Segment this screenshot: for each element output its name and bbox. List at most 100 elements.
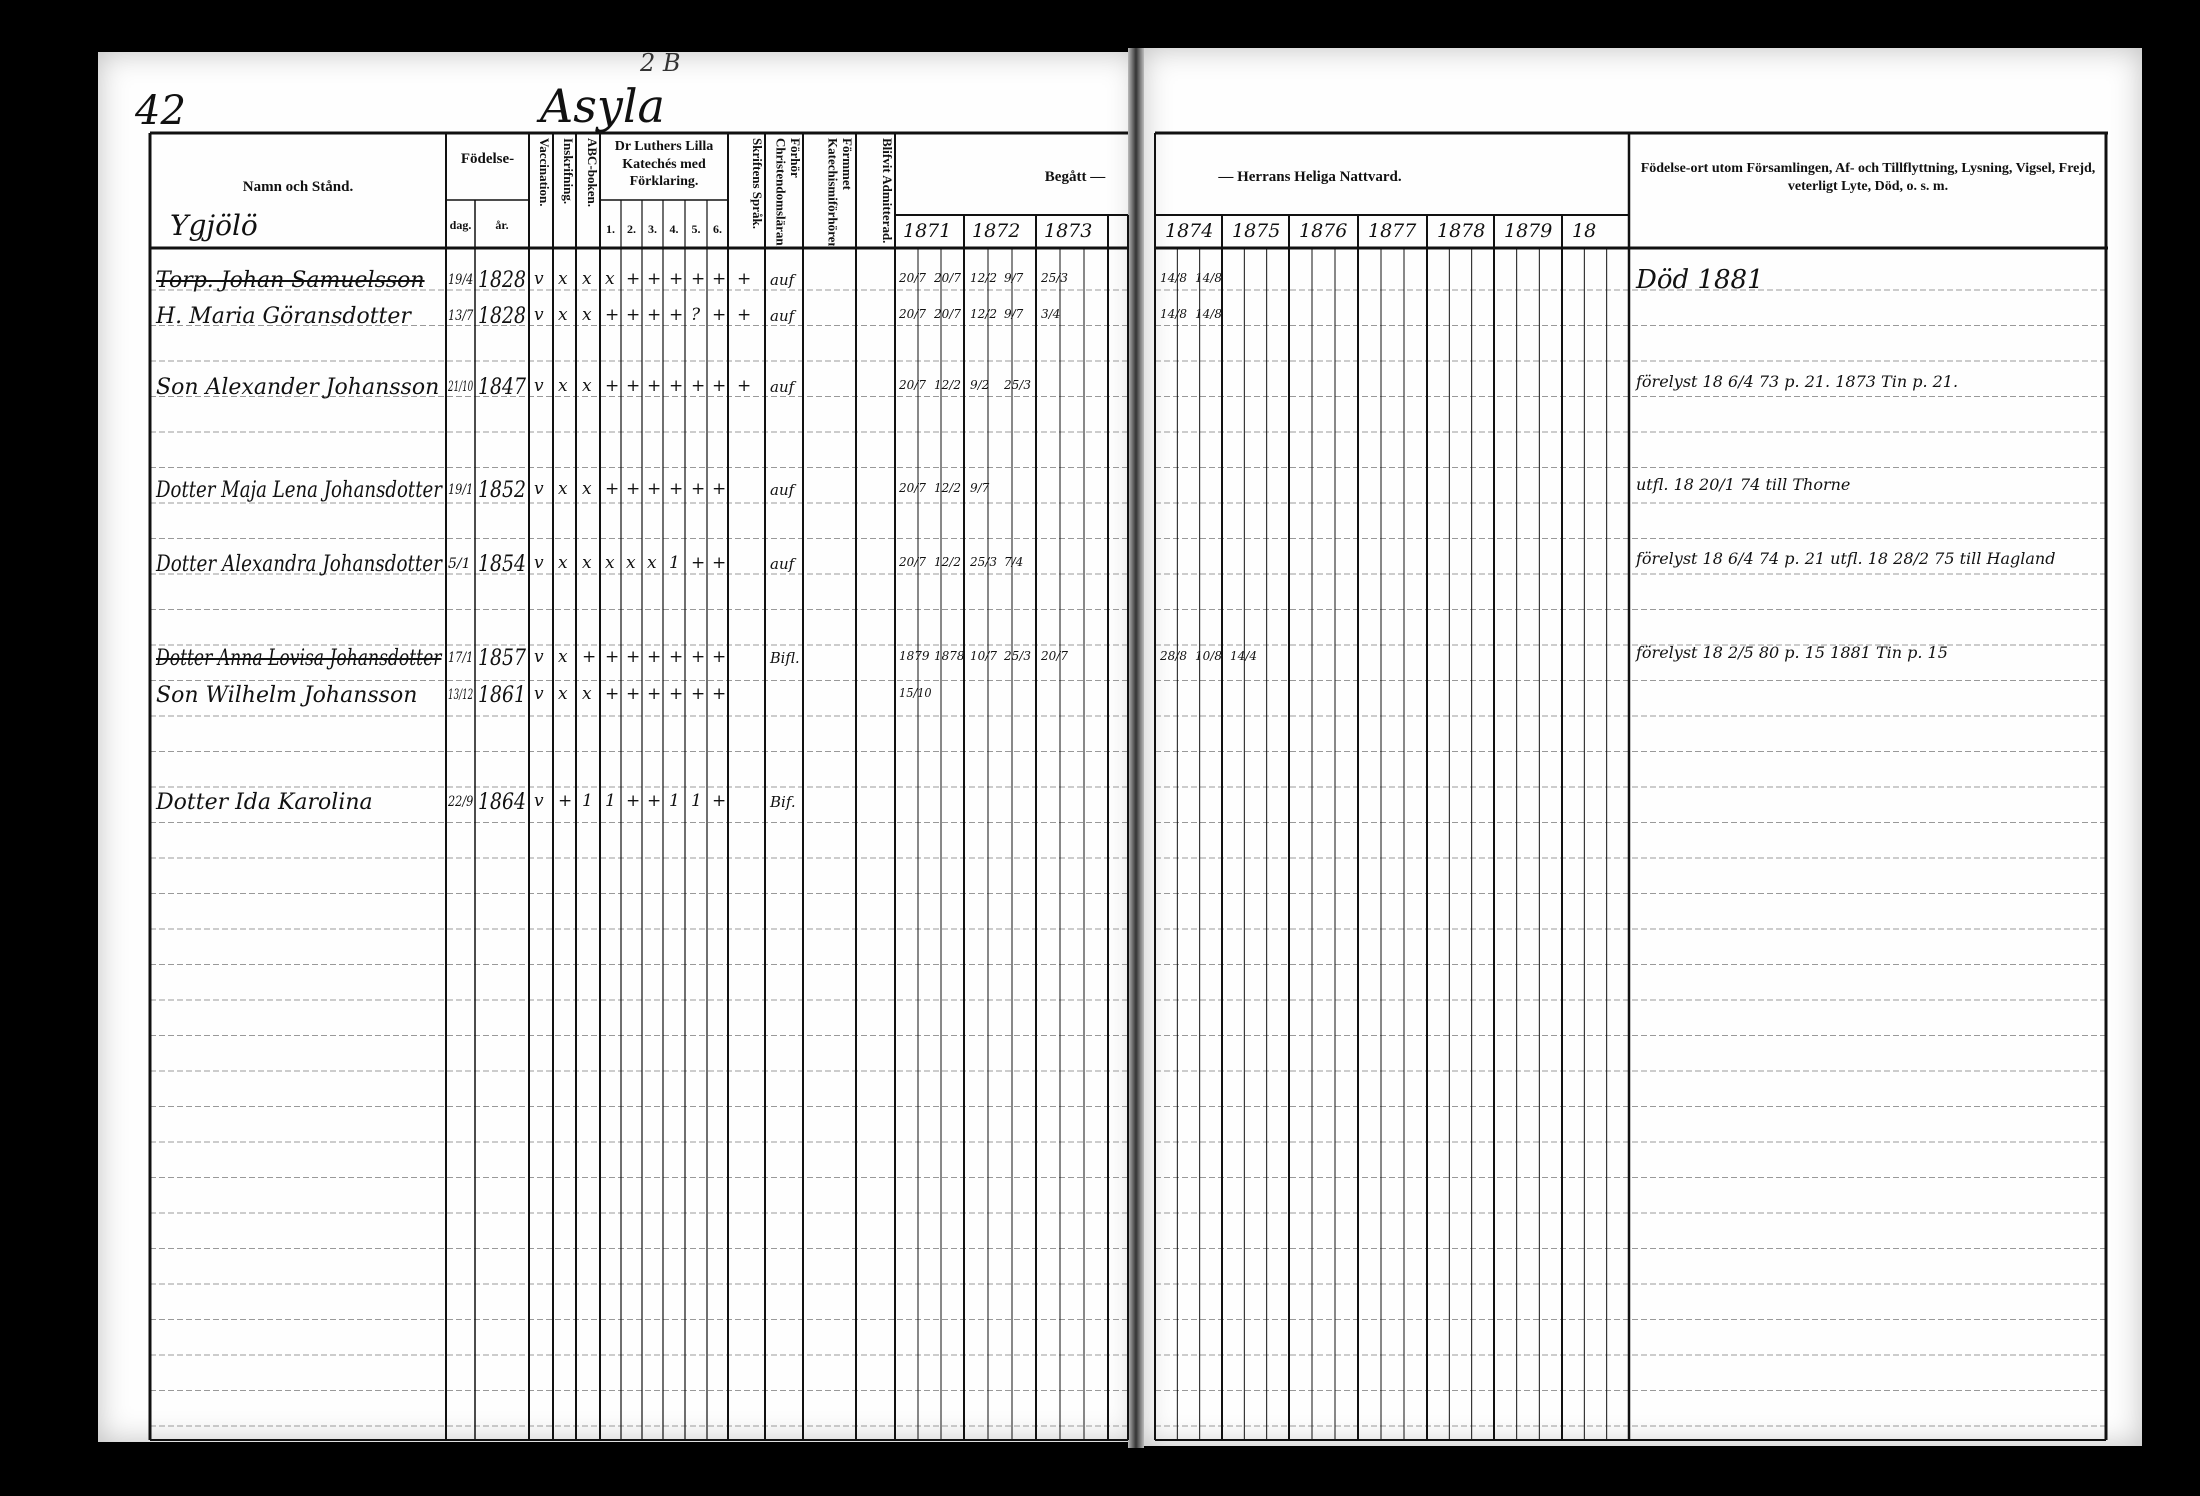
year-header: 1874	[1165, 220, 1214, 242]
exam-mark: +	[737, 269, 752, 289]
header-catechism: Dr Luthers Lilla Katechés med Förklaring…	[614, 139, 714, 189]
exam-note: auf	[770, 481, 795, 499]
exam-mark: +	[691, 376, 706, 396]
exam-mark: v	[534, 479, 544, 499]
birth-year: 1854	[478, 552, 526, 577]
exam-mark: x	[647, 553, 657, 573]
exam-mark: +	[626, 376, 641, 396]
year-header: 1871	[903, 220, 952, 242]
exam-note: Bif.	[770, 793, 796, 811]
header-communion-right: — Herrans Heliga Nattvard.	[1218, 169, 1402, 185]
year-header: 1879	[1504, 220, 1553, 242]
communion-date: 12/2	[934, 555, 961, 569]
header-scripture: Skriftens Språk.	[750, 138, 764, 230]
exam-mark: +	[669, 305, 684, 325]
communion-date: 20/7	[934, 271, 961, 285]
communion-date: 20/7	[899, 378, 926, 392]
communion-date: 9/7	[1004, 271, 1024, 285]
exam-mark: +	[712, 376, 727, 396]
exam-mark: x	[558, 647, 568, 667]
exam-mark: v	[534, 684, 544, 704]
birth-day: 13/12	[448, 687, 474, 703]
header-enrollment: Inskrifning.	[561, 138, 575, 205]
header-admitted: Blifvit Admitterad.	[880, 138, 894, 244]
exam-mark: +	[626, 269, 641, 289]
exam-mark: +	[669, 647, 684, 667]
header-birth-day: dag.	[449, 218, 472, 232]
communion-date: 25/3	[1041, 271, 1068, 285]
year-header: 1872	[972, 220, 1021, 242]
person-name: Dotter Anna Lovisa Johansdotter	[156, 646, 442, 671]
exam-mark: x	[582, 269, 592, 289]
person-name: Torp. Johan Samuelsson	[156, 268, 425, 293]
exam-mark: +	[712, 791, 727, 811]
exam-mark: +	[647, 647, 662, 667]
communion-date: 1879	[899, 649, 930, 663]
birth-year: 1864	[478, 790, 526, 815]
exam-mark: +	[626, 684, 641, 704]
communion-date: 9/7	[1004, 307, 1024, 321]
communion-date: 14/8	[1195, 307, 1222, 321]
exam-mark: +	[582, 647, 597, 667]
exam-mark: x	[558, 269, 568, 289]
communion-date: 20/7	[899, 307, 926, 321]
exam-mark: v	[534, 305, 544, 325]
page-number: 42	[135, 88, 186, 134]
exam-mark: x	[582, 553, 592, 573]
exam-mark: +	[712, 305, 727, 325]
exam-mark: 1	[691, 791, 702, 811]
exam-note: Bifl.	[770, 649, 800, 667]
communion-date: 12/2	[934, 481, 961, 495]
exam-mark: ?	[691, 305, 701, 325]
person-name: Dotter Maja Lena Johansdotter	[156, 478, 442, 503]
communion-date: 20/7	[899, 271, 926, 285]
place-annotation: 2 B	[640, 49, 681, 77]
year-header: 1877	[1368, 220, 1417, 242]
header-communion-left: Begått —	[1044, 169, 1106, 185]
exam-mark: 1	[582, 791, 593, 811]
communion-date: 25/3	[970, 555, 997, 569]
exam-mark: 1	[669, 553, 680, 573]
exam-mark: +	[647, 376, 662, 396]
remark-text: utfl. 18 20/1 74 till Thorne	[1636, 475, 1851, 494]
exam-mark: +	[647, 305, 662, 325]
birth-day: 13/7	[448, 308, 474, 324]
exam-mark: +	[605, 376, 620, 396]
remark-text: förelyst 18 6/4 73 p. 21. 1873 Tin p. 21…	[1636, 372, 1959, 391]
exam-mark: +	[712, 553, 727, 573]
birth-year: 1828	[478, 304, 526, 329]
communion-date: 20/7	[934, 307, 961, 321]
birth-day: 19/1	[448, 482, 474, 498]
birth-year: 1828	[478, 268, 526, 293]
birth-year: 1861	[478, 683, 526, 708]
exam-mark: x	[558, 479, 568, 499]
exam-mark: 1	[669, 791, 680, 811]
person-name: Son Wilhelm Johansson	[156, 683, 418, 708]
exam-mark: x	[558, 684, 568, 704]
birth-day: 5/1	[448, 556, 471, 572]
communion-date: 9/7	[970, 481, 990, 495]
birth-year: 1847	[478, 375, 526, 400]
exam-mark: +	[691, 553, 706, 573]
exam-mark: +	[691, 269, 706, 289]
exam-mark: +	[605, 647, 620, 667]
header-birth: Födelse-	[460, 151, 515, 167]
book-gutter	[1128, 48, 1144, 1448]
exam-mark: x	[558, 305, 568, 325]
communion-date: 14/8	[1160, 271, 1187, 285]
header-catechism-part: 4.	[669, 222, 679, 236]
exam-note: auf	[770, 555, 795, 573]
exam-mark: +	[712, 479, 727, 499]
person-name: Son Alexander Johansson	[156, 375, 440, 400]
exam-mark: +	[626, 647, 641, 667]
exam-mark: v	[534, 791, 544, 811]
birth-day: 21/10	[448, 379, 474, 395]
header-birth-year: år.	[495, 218, 509, 232]
communion-date: 1878	[934, 649, 965, 663]
exam-mark: v	[534, 376, 544, 396]
exam-mark: +	[712, 647, 727, 667]
communion-date: 14/8	[1160, 307, 1187, 321]
header-catechism-meeting: Förmmet Katechismiförhören.	[825, 138, 854, 246]
exam-note: auf	[770, 378, 795, 396]
